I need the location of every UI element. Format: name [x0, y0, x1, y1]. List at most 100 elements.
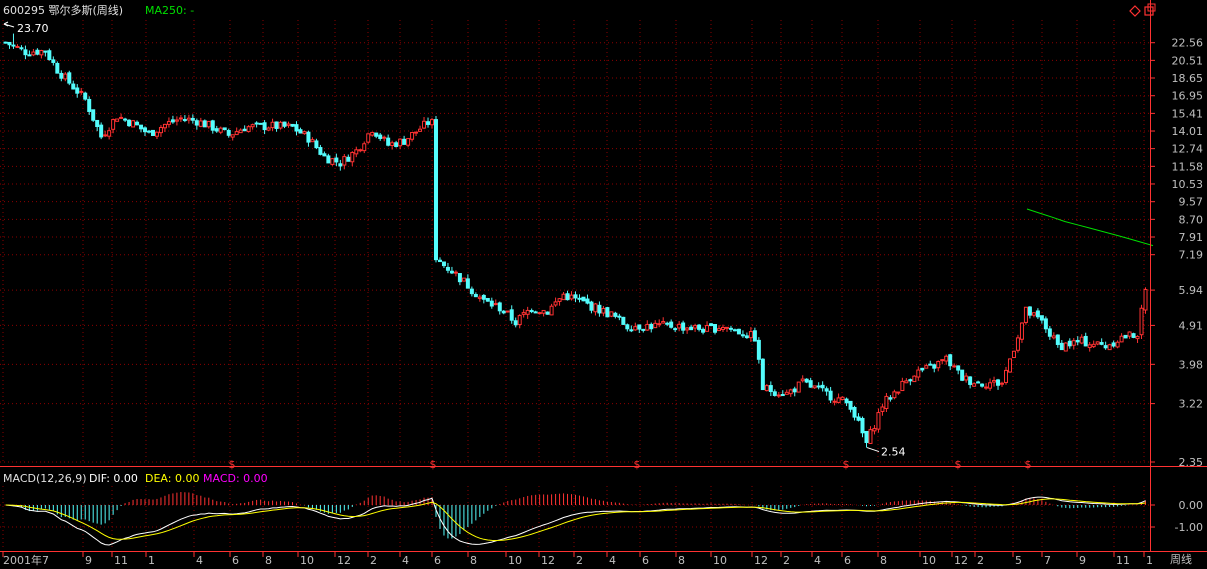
candle	[776, 392, 781, 398]
dividend-marker[interactable]: $	[1025, 458, 1032, 471]
candle	[605, 306, 610, 318]
candle	[772, 389, 777, 397]
restore-window-icon[interactable]	[1144, 3, 1156, 16]
y-tick-label: 3.22	[1179, 398, 1204, 411]
candle	[1075, 336, 1080, 346]
x-tick-label: 1	[148, 554, 155, 567]
chart-frame	[0, 0, 1207, 552]
candle	[669, 319, 674, 329]
candle	[537, 311, 542, 315]
high-annotation: 23.70	[17, 22, 49, 35]
candle	[601, 306, 606, 317]
candle	[748, 327, 753, 342]
dividend-marker[interactable]: $	[229, 458, 236, 471]
candle	[1000, 381, 1005, 387]
candle	[194, 118, 199, 130]
candle	[972, 382, 977, 387]
candle	[310, 137, 315, 143]
candle	[565, 290, 570, 301]
dividend-marker[interactable]: $	[843, 458, 850, 471]
candle	[625, 323, 630, 332]
y-tick-label: 22.56	[1172, 37, 1204, 50]
candle	[433, 115, 438, 263]
candle	[234, 127, 239, 136]
candle	[968, 376, 973, 389]
period-label: 周线	[1170, 552, 1192, 566]
macd-tick-label: -1.00	[1175, 521, 1203, 534]
candle	[378, 132, 383, 141]
candle	[1071, 338, 1076, 350]
candle	[298, 127, 303, 134]
candle	[214, 125, 219, 133]
candle	[354, 146, 359, 158]
candle	[461, 277, 466, 282]
candle	[226, 128, 231, 138]
y-tick-label: 9.57	[1179, 196, 1204, 209]
y-tick-label: 18.65	[1172, 72, 1204, 85]
candle	[740, 330, 745, 338]
candle	[1039, 315, 1044, 324]
candle	[784, 389, 789, 395]
candle	[593, 302, 598, 316]
candle	[254, 121, 259, 128]
price-axis: 22.56 20.51 18.65 16.95 15.41 14.01 12.74 11.58…	[1150, 37, 1203, 469]
candle	[832, 398, 837, 406]
candle	[768, 381, 773, 397]
candle	[55, 61, 60, 74]
candle	[83, 91, 88, 101]
candle	[3, 41, 8, 44]
candle	[824, 386, 829, 396]
candle	[956, 365, 961, 375]
high-arrow-head	[3, 21, 9, 27]
candle	[509, 305, 514, 324]
candle	[477, 294, 482, 302]
candle	[107, 127, 112, 140]
candle	[186, 114, 191, 124]
candle	[11, 33, 16, 49]
candle	[95, 119, 100, 132]
candle	[318, 144, 323, 156]
chart-title: 600295 鄂尔多斯(周线)	[3, 3, 123, 17]
candle	[533, 310, 538, 314]
candle	[820, 381, 825, 392]
candle	[398, 138, 403, 150]
candle	[665, 321, 670, 327]
candle	[182, 115, 187, 123]
candle	[414, 131, 419, 137]
candle	[135, 120, 140, 126]
candle	[1031, 312, 1036, 318]
dividend-marker[interactable]: $	[430, 458, 437, 471]
candlesticks	[3, 33, 1148, 448]
candle	[1115, 340, 1120, 349]
dividend-marker[interactable]: $	[955, 458, 962, 471]
x-tick-label: 8	[880, 554, 887, 567]
candle	[43, 50, 48, 57]
candle	[1043, 316, 1048, 333]
candle	[856, 413, 861, 422]
x-tick-label: 2	[576, 554, 583, 567]
diamond-icon[interactable]	[1129, 5, 1141, 17]
candle	[844, 397, 849, 407]
dividend-marker[interactable]: $	[634, 458, 641, 471]
candle	[206, 120, 211, 129]
candle	[481, 294, 486, 304]
candle	[868, 426, 873, 444]
candle	[290, 123, 295, 127]
candle	[497, 301, 502, 315]
candle	[246, 125, 251, 133]
candle	[705, 321, 710, 332]
macd-axis: 0.00 -1.00	[1150, 499, 1203, 534]
x-tick-label: 4	[609, 554, 616, 567]
candle	[174, 116, 179, 126]
candle	[123, 117, 128, 122]
candle	[35, 48, 40, 56]
candle	[948, 353, 953, 371]
candle	[430, 117, 435, 129]
candle	[242, 125, 247, 132]
candle	[422, 117, 427, 130]
x-tick-label: 2	[977, 554, 984, 567]
x-tick-label: 9	[1079, 554, 1086, 567]
macd-dea-label: DEA: 0.00	[145, 472, 199, 485]
candle	[673, 327, 678, 332]
